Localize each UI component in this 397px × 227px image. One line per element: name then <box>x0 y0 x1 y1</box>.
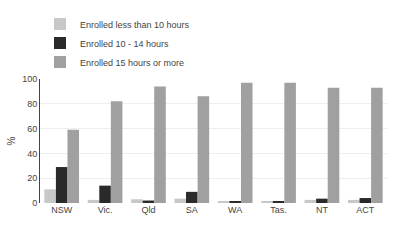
svg-text:0: 0 <box>32 198 37 208</box>
svg-text:60: 60 <box>27 124 37 134</box>
svg-text:NSW: NSW <box>51 205 73 215</box>
svg-text:Vic.: Vic. <box>98 205 113 215</box>
svg-text:40: 40 <box>27 149 37 159</box>
svg-text:80: 80 <box>27 99 37 109</box>
svg-text:Enrolled less than 10 hours: Enrolled less than 10 hours <box>80 20 190 30</box>
svg-text:NT: NT <box>316 205 328 215</box>
svg-text:Tas.: Tas. <box>270 205 287 215</box>
svg-text:Qld: Qld <box>141 205 155 215</box>
svg-text:WA: WA <box>228 205 242 215</box>
svg-text:100: 100 <box>22 74 37 84</box>
svg-text:Enrolled 10 - 14 hours: Enrolled 10 - 14 hours <box>80 39 169 49</box>
svg-text:ACT: ACT <box>356 205 375 215</box>
svg-text:%: % <box>6 136 17 145</box>
svg-text:20: 20 <box>27 173 37 183</box>
svg-text:Enrolled 15 hours or more: Enrolled 15 hours or more <box>80 58 184 68</box>
svg-text:SA: SA <box>186 205 198 215</box>
